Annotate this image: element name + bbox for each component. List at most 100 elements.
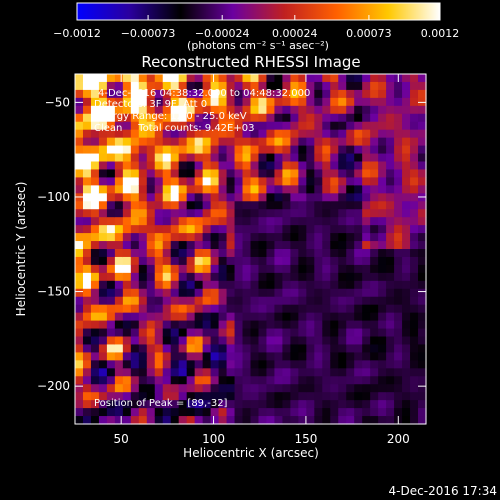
heatmap-cell (106, 74, 116, 83)
heatmap-cell (338, 336, 347, 346)
heatmap-cell (82, 153, 92, 163)
heatmap-cell (138, 121, 148, 131)
heatmap-cell (378, 225, 387, 234)
heatmap-cell (410, 137, 419, 147)
heatmap-cell (138, 392, 148, 401)
heatmap-cell (274, 241, 284, 250)
heatmap-cell (250, 416, 260, 425)
heatmap-cell (82, 352, 92, 361)
heatmap-cell (138, 209, 148, 218)
heatmap-cell (410, 328, 419, 338)
heatmap-cell (394, 201, 403, 210)
heatmap-cell (314, 81, 323, 91)
heatmap-cell (402, 177, 411, 186)
heatmap-cell (218, 137, 228, 147)
heatmap-cell (410, 105, 419, 115)
heatmap-cell (154, 296, 164, 306)
heatmap-cell (170, 296, 180, 306)
heatmap-cell (410, 217, 419, 226)
heatmap-cell (130, 256, 140, 266)
heatmap-cell (338, 185, 347, 194)
heatmap-cell (322, 336, 331, 346)
heatmap-cell (162, 368, 172, 377)
heatmap-cell (114, 137, 124, 147)
heatmap-cell (274, 121, 284, 131)
heatmap-cell (346, 408, 355, 417)
heatmap-cell (290, 328, 299, 338)
heatmap-cell (82, 392, 92, 401)
heatmap-cell (218, 328, 228, 338)
heatmap-cell (218, 249, 228, 258)
heatmap-cell (322, 296, 331, 306)
heatmap-cell (122, 209, 132, 218)
heatmap-cell (378, 336, 387, 346)
heatmap-cell (354, 89, 363, 99)
heatmap-cell (234, 376, 244, 385)
heatmap-cell (210, 368, 220, 377)
heatmap-cell (178, 320, 188, 330)
heatmap-cell (266, 392, 276, 401)
heatmap-cell (122, 416, 132, 425)
heatmap-cell (386, 97, 395, 107)
heatmap-cell (178, 145, 188, 155)
heatmap-cell (346, 137, 355, 147)
heatmap-cell (410, 113, 419, 123)
heatmap-cell (330, 336, 339, 346)
heatmap-cell (258, 408, 268, 417)
heatmap-cell (314, 153, 323, 163)
heatmap-cell (354, 336, 363, 346)
heatmap-cell (370, 97, 379, 107)
heatmap-cell (242, 153, 252, 163)
heatmap-cell (354, 304, 363, 314)
heatmap-cell (122, 336, 132, 346)
heatmap-cell (274, 296, 284, 306)
heatmap-cell (378, 121, 387, 131)
heatmap-cell (306, 416, 315, 425)
heatmap-cell (298, 320, 307, 330)
heatmap-cell (298, 368, 307, 377)
heatmap-cell (98, 376, 108, 385)
heatmap-cell (330, 408, 339, 417)
heatmap-cell (98, 89, 108, 99)
heatmap-cell (258, 264, 268, 274)
heatmap-cell (202, 137, 212, 147)
heatmap-cell (75, 304, 84, 314)
heatmap-cell (114, 129, 124, 139)
heatmap-cell (298, 304, 307, 314)
heatmap-cell (75, 288, 84, 298)
heatmap-cell (370, 233, 379, 242)
heatmap-cell (306, 249, 315, 258)
heatmap-cell (338, 249, 347, 258)
heatmap-cell (130, 161, 140, 171)
heatmap-cell (266, 288, 276, 298)
heatmap-cell (298, 360, 307, 369)
heatmap-cell (234, 392, 244, 401)
heatmap-cell (354, 217, 363, 226)
heatmap-cell (418, 256, 427, 266)
heatmap-cell (226, 360, 236, 369)
heatmap-cell (138, 113, 148, 123)
heatmap-cell (370, 288, 379, 298)
heatmap-cell (106, 352, 116, 361)
heatmap-cell (90, 312, 100, 322)
heatmap-cell (162, 74, 172, 83)
heatmap-cell (146, 161, 156, 171)
heatmap-cell (290, 312, 299, 322)
heatmap-cell (218, 312, 228, 322)
heatmap-cell (362, 249, 371, 258)
heatmap-cell (154, 312, 164, 322)
heatmap-cell (314, 105, 323, 115)
heatmap-cell (274, 272, 284, 282)
heatmap-cell (146, 376, 156, 385)
heatmap-cell (106, 193, 116, 202)
heatmap-cell (298, 209, 307, 218)
heatmap-cell (170, 105, 180, 115)
heatmap-cell (370, 416, 379, 425)
heatmap-cell (194, 272, 204, 282)
heatmap-cell (370, 344, 379, 353)
heatmap-cell (122, 328, 132, 338)
heatmap-cell (178, 185, 188, 194)
heatmap-cell (394, 209, 403, 218)
heatmap-cell (202, 408, 212, 417)
heatmap-cell (75, 233, 84, 242)
